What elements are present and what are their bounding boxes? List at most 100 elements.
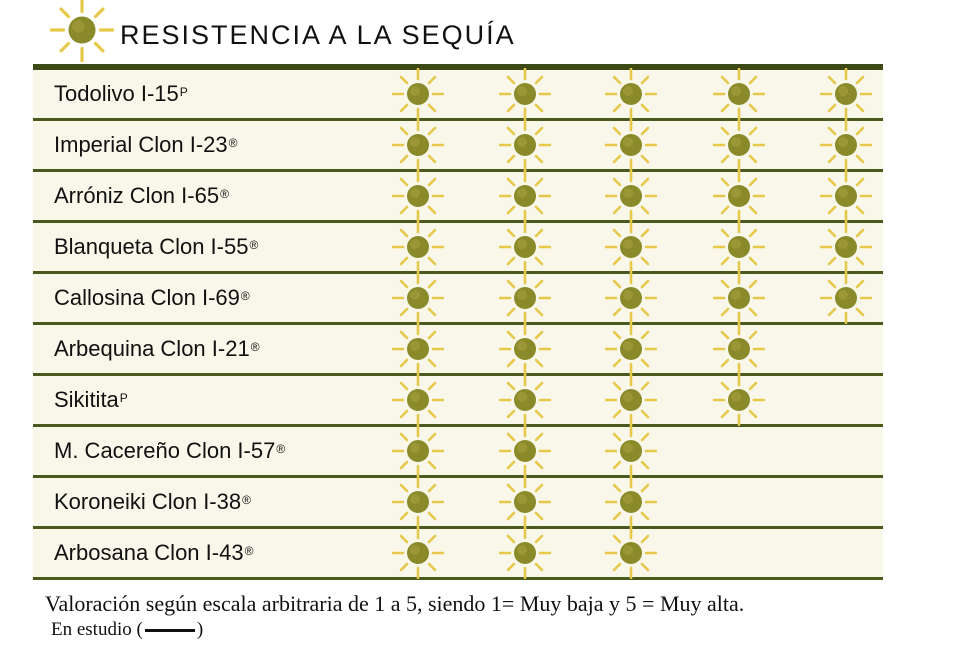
variety-name: Todolivo I-15 P	[54, 70, 188, 118]
variety-mark: ®	[240, 289, 250, 303]
sun-icon	[392, 374, 444, 426]
rating-suns	[33, 374, 883, 426]
variety-name: Blanqueta Clon I-55 ®	[54, 223, 258, 271]
sun-icon	[820, 119, 872, 171]
table-row: Sikitita P	[33, 374, 883, 427]
table-row: M. Cacereño Clon I-57 ®	[33, 425, 883, 478]
sun-icon	[499, 119, 551, 171]
variety-name: Koroneiki Clon I-38 ®	[54, 478, 251, 526]
table-row: Imperial Clon I-23 ®	[33, 119, 883, 172]
sun-icon	[499, 527, 551, 579]
variety-mark: ®	[220, 187, 229, 201]
sun-icon	[392, 170, 444, 222]
sun-icon	[605, 425, 657, 477]
variety-label: Sikitita	[54, 387, 119, 412]
variety-name: Arróniz Clon I-65 ®	[54, 172, 229, 220]
variety-name: Sikitita P	[54, 376, 128, 424]
sun-icon	[392, 323, 444, 375]
rating-table: Todolivo I-15 P Imperial Clon I-23 ® Arróniz…	[33, 64, 883, 580]
rating-suns	[33, 425, 883, 477]
sun-icon	[392, 527, 444, 579]
sun-icon	[392, 119, 444, 171]
sun-icon	[499, 323, 551, 375]
table-row: Arróniz Clon I-65 ®	[33, 170, 883, 223]
table-row: Blanqueta Clon I-55 ®	[33, 221, 883, 274]
sun-icon	[713, 221, 765, 273]
sun-icon	[713, 119, 765, 171]
chart-title: RESISTENCIA A LA SEQUÍA	[120, 19, 516, 50]
sun-icon	[499, 425, 551, 477]
variety-label: Callosina Clon I-69	[54, 285, 240, 310]
sun-icon	[713, 272, 765, 324]
variety-mark: ®	[249, 238, 259, 252]
sun-icon	[605, 323, 657, 375]
sun-icon	[605, 476, 657, 528]
sun-icon	[820, 68, 872, 120]
in-study-line	[144, 629, 195, 633]
table-row: Arbosana Clon I-43 ®	[33, 527, 883, 580]
sun-icon	[499, 68, 551, 120]
sun-icon	[820, 272, 872, 324]
variety-name: M. Cacereño Clon I-57 ®	[54, 427, 285, 475]
sun-icon	[499, 221, 551, 273]
rating-suns	[33, 527, 883, 579]
rating-suns	[33, 323, 883, 375]
sun-icon	[713, 170, 765, 222]
table-row: Arbequina Clon I-21 ®	[33, 323, 883, 376]
sun-icon	[605, 221, 657, 273]
table-row: Koroneiki Clon I-38 ®	[33, 476, 883, 529]
sun-icon	[392, 476, 444, 528]
chart-header: RESISTENCIA A LA SEQUÍA	[50, 0, 516, 62]
sun-icon	[605, 374, 657, 426]
variety-label: Arbosana Clon I-43	[54, 540, 244, 565]
variety-label: Arróniz Clon I-65	[54, 183, 220, 208]
sun-icon	[50, 0, 114, 62]
sun-icon	[499, 170, 551, 222]
variety-mark: ®	[276, 442, 286, 456]
sun-icon	[713, 374, 765, 426]
sun-icon	[820, 170, 872, 222]
legend-footer: Valoración según escala arbitraria de 1 …	[45, 590, 744, 642]
variety-name: Imperial Clon I-23 ®	[54, 121, 237, 169]
sun-icon	[605, 68, 657, 120]
variety-mark: ®	[244, 544, 254, 558]
variety-name: Arbequina Clon I-21 ®	[54, 325, 260, 373]
rating-suns	[33, 221, 883, 273]
rating-suns	[33, 170, 883, 222]
variety-label: Arbequina Clon I-21	[54, 336, 250, 361]
sun-icon	[713, 323, 765, 375]
variety-mark: ®	[228, 136, 238, 150]
sun-icon	[820, 221, 872, 273]
variety-mark: P	[119, 391, 128, 405]
variety-label: Koroneiki Clon I-38	[54, 489, 242, 514]
variety-name: Arbosana Clon I-43 ®	[54, 529, 253, 577]
sun-icon	[499, 272, 551, 324]
in-study-close: )	[196, 619, 204, 640]
table-row: Callosina Clon I-69 ®	[33, 272, 883, 325]
variety-label: M. Cacereño Clon I-57	[54, 438, 276, 463]
sun-icon	[392, 272, 444, 324]
sun-icon	[392, 425, 444, 477]
variety-mark: ®	[242, 493, 251, 507]
variety-label: Todolivo I-15	[54, 81, 179, 106]
sun-icon	[392, 221, 444, 273]
table-row: Todolivo I-15 P	[33, 68, 883, 121]
sun-icon	[392, 68, 444, 120]
sun-icon	[499, 476, 551, 528]
in-study-label: En estudio (	[51, 619, 143, 640]
sun-icon	[499, 374, 551, 426]
sun-icon	[605, 170, 657, 222]
variety-name: Callosina Clon I-69 ®	[54, 274, 250, 322]
sun-icon	[605, 527, 657, 579]
rating-suns	[33, 476, 883, 528]
variety-mark: P	[179, 85, 188, 99]
rating-suns	[33, 119, 883, 171]
variety-label: Blanqueta Clon I-55	[54, 234, 249, 259]
scale-note: Valoración según escala arbitraria de 1 …	[45, 591, 745, 616]
variety-label: Imperial Clon I-23	[54, 132, 228, 157]
rating-suns	[33, 272, 883, 324]
rating-suns	[33, 68, 883, 120]
in-study-note: En estudio ()	[51, 618, 744, 642]
sun-icon	[605, 119, 657, 171]
variety-mark: ®	[250, 340, 260, 354]
